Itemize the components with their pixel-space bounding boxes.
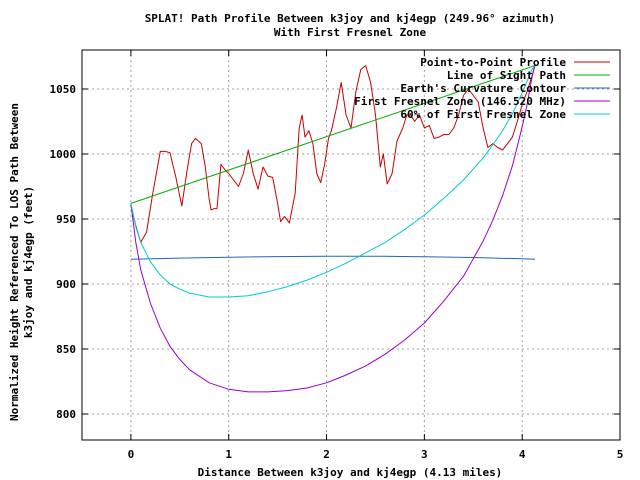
- series-line-4: [130, 65, 536, 298]
- y-tick-label: 800: [56, 408, 76, 421]
- series-line-0: [130, 65, 536, 243]
- series-line-3: [130, 65, 536, 393]
- chart-title: SPLAT! Path Profile Between k3joy and kj…: [145, 12, 556, 25]
- y-tick-label: 850: [56, 343, 76, 356]
- series-line-1: [130, 65, 536, 204]
- x-tick-label: 4: [519, 448, 526, 461]
- x-tick-label: 3: [421, 448, 428, 461]
- series-line-2: [130, 255, 535, 260]
- y-tick-label: 950: [56, 213, 76, 226]
- legend-entry-label: Earth's Curvature Contour: [400, 82, 566, 95]
- legend-entry-label: 60% of First Fresnel Zone: [400, 108, 566, 121]
- x-axis-label: Distance Between k3joy and kj4egp (4.13 …: [198, 466, 503, 479]
- chart-subtitle: With First Fresnel Zone: [274, 26, 427, 39]
- y-tick-label: 1050: [50, 83, 77, 96]
- series-lines: [130, 65, 536, 393]
- x-tick-label: 0: [128, 448, 135, 461]
- x-tick-label: 2: [323, 448, 330, 461]
- plot-frame: [81, 49, 621, 441]
- y-axis-label-line1: Normalized Height Referenced To LOS Path…: [8, 103, 21, 421]
- legend-entry-label: First Fresnel Zone (146.520 MHz): [354, 95, 566, 108]
- legend-entry-label: Line of Sight Path: [447, 69, 566, 82]
- legend-entry-label: Point-to-Point Profile: [420, 56, 566, 69]
- y-tick-label: 900: [56, 278, 76, 291]
- y-tick-label: 1000: [50, 148, 77, 161]
- x-tick-label: 5: [617, 448, 624, 461]
- y-axis-label-line2: k3joy and kj4egp (feet): [22, 186, 35, 338]
- x-tick-label: 1: [225, 448, 232, 461]
